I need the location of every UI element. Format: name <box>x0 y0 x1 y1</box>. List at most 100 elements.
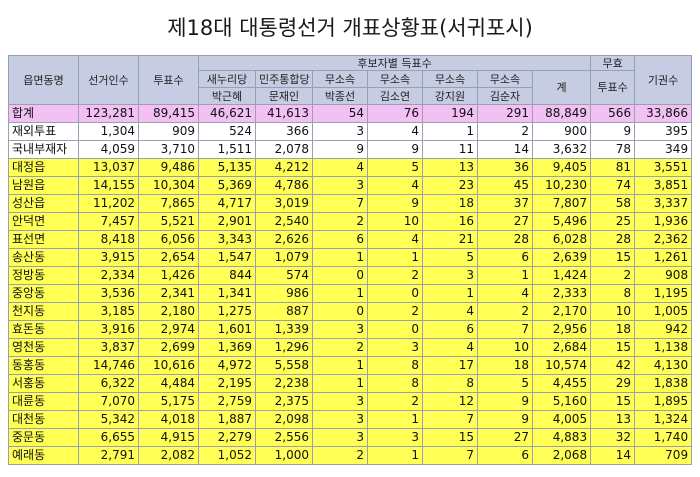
value-cell: 11 <box>422 140 478 159</box>
value-cell: 27 <box>477 212 533 231</box>
value-cell: 28 <box>477 230 533 249</box>
table-row: 송산동 3,915 2,654 1,547 1,079 1 1 5 6 2,639 15 1,261 <box>8 248 693 267</box>
value-cell: 2,654 <box>138 248 199 267</box>
value-cell: 6,056 <box>138 230 199 249</box>
value-cell: 9,486 <box>138 158 199 177</box>
value-cell: 18 <box>590 320 636 339</box>
district-name-cell: 안덕면 <box>8 212 79 231</box>
value-cell: 4,915 <box>138 428 199 447</box>
table-row: 안덕면 7,457 5,521 2,901 2,540 2 10 16 27 5,496 25 1,9… <box>8 212 693 231</box>
value-cell: 3,337 <box>634 194 693 213</box>
value-cell: 2,098 <box>255 410 313 429</box>
value-cell: 349 <box>634 140 693 159</box>
value-cell: 9 <box>477 410 533 429</box>
value-cell: 1,341 <box>198 284 256 303</box>
header-district: 읍면동명 <box>8 55 79 105</box>
header-candidate-1-party: 새누리당 <box>198 70 256 88</box>
value-cell: 7,865 <box>138 194 199 213</box>
value-cell: 5,160 <box>531 392 592 411</box>
table-row: 표선면 8,418 6,056 3,343 2,626 6 4 21 28 6,028 28 2,36… <box>8 230 693 249</box>
value-cell: 15 <box>590 392 636 411</box>
value-cell: 566 <box>590 104 636 123</box>
header-candidate-2-name: 문재인 <box>255 87 313 105</box>
value-cell: 3 <box>312 122 368 141</box>
value-cell: 1,601 <box>198 320 256 339</box>
value-cell: 88,849 <box>531 104 592 123</box>
district-name-cell: 성산읍 <box>8 194 79 213</box>
value-cell: 13 <box>590 410 636 429</box>
value-cell: 11,202 <box>78 194 139 213</box>
value-cell: 1 <box>422 284 478 303</box>
value-cell: 0 <box>367 284 423 303</box>
value-cell: 2,180 <box>138 302 199 321</box>
value-cell: 14,155 <box>78 176 139 195</box>
value-cell: 6 <box>422 320 478 339</box>
value-cell: 0 <box>312 302 368 321</box>
value-cell: 3 <box>312 410 368 429</box>
value-cell: 2,791 <box>78 446 139 465</box>
value-cell: 3,632 <box>531 140 592 159</box>
district-name-cell: 대정읍 <box>8 158 79 177</box>
value-cell: 5 <box>367 158 423 177</box>
value-cell: 194 <box>422 104 478 123</box>
value-cell: 7 <box>312 194 368 213</box>
value-cell: 10,230 <box>531 176 592 195</box>
value-cell: 1,304 <box>78 122 139 141</box>
value-cell: 2 <box>477 122 533 141</box>
value-cell: 1,195 <box>634 284 693 303</box>
value-cell: 28 <box>590 230 636 249</box>
value-cell: 5,521 <box>138 212 199 231</box>
value-cell: 1,000 <box>255 446 313 465</box>
value-cell: 12 <box>422 392 478 411</box>
value-cell: 1,324 <box>634 410 693 429</box>
value-cell: 81 <box>590 158 636 177</box>
value-cell: 5,175 <box>138 392 199 411</box>
value-cell: 1 <box>477 266 533 285</box>
value-cell: 4 <box>477 284 533 303</box>
value-cell: 33,866 <box>634 104 693 123</box>
value-cell: 10 <box>477 338 533 357</box>
value-cell: 887 <box>255 302 313 321</box>
value-cell: 4,455 <box>531 374 592 393</box>
district-name-cell: 국내부재자 <box>8 140 79 159</box>
value-cell: 1,079 <box>255 248 313 267</box>
header-candidate-group: 후보자별 득표수 <box>197 55 592 71</box>
value-cell: 15 <box>422 428 478 447</box>
table-row: 서홍동 6,322 4,484 2,195 2,238 1 8 8 5 4,455 29 1,838 <box>8 374 693 393</box>
value-cell: 2 <box>367 266 423 285</box>
value-cell: 4,717 <box>198 194 256 213</box>
value-cell: 4,018 <box>138 410 199 429</box>
value-cell: 2,375 <box>255 392 313 411</box>
district-name-cell: 효돈동 <box>8 320 79 339</box>
value-cell: 2 <box>312 338 368 357</box>
value-cell: 2,078 <box>255 140 313 159</box>
value-cell: 2 <box>312 212 368 231</box>
value-cell: 4,484 <box>138 374 199 393</box>
value-cell: 2,195 <box>198 374 256 393</box>
header-candidate-2-party: 민주통합당 <box>255 70 313 88</box>
district-name-cell: 예래동 <box>8 446 79 465</box>
value-cell: 2,362 <box>634 230 693 249</box>
district-name-cell: 서홍동 <box>8 374 79 393</box>
value-cell: 36 <box>477 158 533 177</box>
value-cell: 10 <box>590 302 636 321</box>
value-cell: 17 <box>422 356 478 375</box>
value-cell: 3,837 <box>78 338 139 357</box>
value-cell: 4,212 <box>255 158 313 177</box>
value-cell: 10,304 <box>138 176 199 195</box>
value-cell: 2 <box>312 446 368 465</box>
value-cell: 1,296 <box>255 338 313 357</box>
value-cell: 45 <box>477 176 533 195</box>
value-cell: 709 <box>634 446 693 465</box>
value-cell: 524 <box>198 122 256 141</box>
value-cell: 74 <box>590 176 636 195</box>
header-candidate-6-name: 김순자 <box>477 87 533 105</box>
value-cell: 986 <box>255 284 313 303</box>
value-cell: 1,424 <box>531 266 592 285</box>
value-cell: 1,895 <box>634 392 693 411</box>
table-body: 합계 123,281 89,415 46,621 41,613 54 76 194 291 88,… <box>8 104 693 465</box>
value-cell: 1,261 <box>634 248 693 267</box>
value-cell: 1 <box>312 374 368 393</box>
header-candidate-5-name: 강지원 <box>422 87 478 105</box>
value-cell: 1,838 <box>634 374 693 393</box>
